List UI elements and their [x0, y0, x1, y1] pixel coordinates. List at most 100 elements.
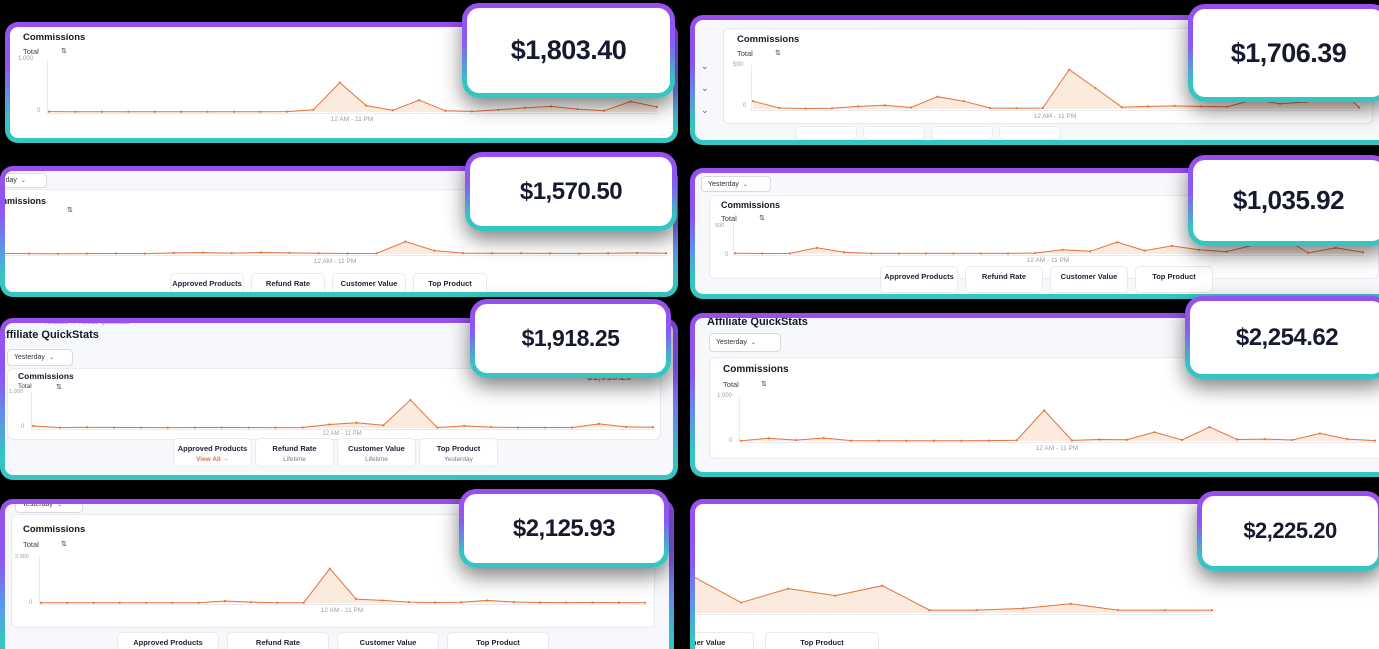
amount-badge-4: $1,035.92 — [1188, 155, 1379, 246]
period-selector[interactable]: Yesterday ⌄ — [15, 504, 83, 513]
caret-down-icon: ⌄ — [48, 355, 54, 361]
x-axis-label: 12 AM - 11 PM — [1026, 257, 1070, 264]
stat-box-top-product[interactable]: Top Product — [413, 273, 487, 292]
y-axis-max: 500 — [733, 62, 744, 68]
y-axis-max: 1,000 — [18, 56, 34, 62]
stat-box-refund-rate[interactable]: Refund Rate — [251, 273, 325, 292]
amount-badge-3: $1,570.50 — [465, 152, 677, 231]
stat-box-customer-value[interactable]: Customer Value — [1050, 266, 1128, 293]
y-axis-min: 0 — [729, 438, 733, 444]
sort-updown-icon[interactable]: ⇅ — [61, 541, 67, 548]
sort-updown-icon[interactable]: ⇅ — [759, 215, 765, 222]
breadcrumb-item[interactable]: Affiliate QuickStats — [79, 323, 130, 326]
stat-box-refund-rate[interactable]: Refund Rate Lifetime — [255, 438, 334, 467]
amount-badge-8: $2,225.20 — [1197, 491, 1379, 571]
stat-box-refund-rate[interactable] — [863, 126, 925, 140]
stat-box-top-product[interactable]: Top Product Yesterday — [419, 438, 498, 467]
collapse-chevron-icon[interactable]: ⌄ — [701, 83, 709, 93]
metric-selector[interactable]: Total — [721, 214, 737, 223]
amount-badge-2: $1,706.39 — [1188, 4, 1379, 102]
y-axis-max: 2,000 — [15, 554, 29, 560]
commissions-chart — [5, 211, 667, 256]
amount-badge-5: $1,918.25 — [470, 299, 671, 378]
metric-selector[interactable]: Total — [23, 540, 39, 549]
period-selector[interactable]: Yesterday ⌄ — [701, 176, 771, 192]
y-axis-max: 500 — [715, 223, 725, 229]
stat-box-customer-value[interactable]: Customer Value — [695, 632, 754, 649]
badge-value: $2,225.20 — [1243, 518, 1337, 543]
y-axis-min: 0 — [37, 108, 41, 114]
collapse-chevron-icon[interactable]: ⌄ — [701, 105, 709, 115]
amount-badge-6: $2,254.62 — [1185, 296, 1379, 379]
commissions-chart — [739, 396, 1376, 443]
badge-value: $1,803.40 — [510, 35, 627, 65]
metric-selector[interactable]: Total — [23, 47, 39, 56]
page-title: Affiliate QuickStats — [5, 329, 99, 341]
commissions-chart — [47, 60, 658, 114]
dashboard-screenshot-8: Customer Value Top Product — [690, 499, 1379, 649]
y-axis-min: 0 — [21, 424, 25, 430]
badge-value: $1,035.92 — [1232, 185, 1345, 215]
chart-title: Commissions — [737, 34, 800, 45]
breadcrumb: Affiliates › Affiliate QuickStats — [45, 323, 130, 326]
chart-title: Commissions — [723, 364, 789, 375]
sort-updown-icon[interactable]: ⇅ — [761, 381, 767, 388]
x-axis-label: 12 AM - 11 PM — [330, 116, 374, 123]
stat-box-customer-value[interactable]: Customer Value Lifetime — [337, 438, 416, 467]
chart-title: Commissions — [23, 32, 86, 43]
x-axis-label: 12 AM - 11 PM — [320, 607, 364, 614]
y-axis-max: 1,000 — [9, 389, 23, 395]
view-all-link[interactable]: View All → — [196, 456, 229, 463]
chart-title: Commissions — [721, 200, 781, 210]
stat-box-top-product[interactable]: Top Product — [1135, 266, 1213, 293]
caret-down-icon: ⌄ — [56, 504, 62, 508]
sort-updown-icon[interactable]: ⇅ — [775, 50, 781, 57]
breadcrumb-item[interactable]: Affiliates — [45, 323, 68, 326]
collapse-chevron-icon[interactable]: ⌄ — [701, 61, 709, 71]
metric-selector[interactable]: Total — [18, 383, 32, 390]
badge-value: $1,570.50 — [519, 177, 623, 205]
x-axis-label: 12 AM - 11 PM — [322, 431, 362, 437]
badge-value: $2,254.62 — [1235, 323, 1339, 351]
x-axis-label: 12 AM - 11 PM — [313, 258, 357, 265]
stat-box-approved-products[interactable] — [795, 126, 857, 140]
stat-box-customer-value[interactable] — [931, 126, 993, 140]
stat-box-customer-value[interactable]: Customer Value — [332, 273, 406, 292]
stat-box-refund-rate[interactable]: Refund Rate — [965, 266, 1043, 293]
stat-box-top-product[interactable]: Top Product — [447, 632, 549, 649]
y-axis-min: 0 — [743, 103, 747, 109]
sort-updown-icon[interactable]: ⇅ — [67, 207, 73, 214]
stat-box-customer-value[interactable]: Customer Value — [337, 632, 439, 649]
caret-down-icon: ⌄ — [750, 340, 756, 346]
stat-box-approved-products[interactable]: Approved Products — [117, 632, 219, 649]
period-selector[interactable]: Yesterday ⌄ — [7, 349, 73, 366]
x-axis-label: 12 AM - 11 PM — [1035, 445, 1079, 452]
metric-selector[interactable]: Total — [723, 380, 739, 389]
amount-badge-1: $1,803.40 — [462, 3, 675, 98]
stat-box-top-product[interactable] — [999, 126, 1061, 140]
chart-title: Commissions — [23, 524, 86, 535]
dashboard-screenshot-6: Affiliate QuickStats Yesterday ⌄ Commiss… — [690, 313, 1379, 477]
sort-updown-icon[interactable]: ⇅ — [56, 384, 62, 391]
stat-box-approved-products[interactable]: Approved Products — [170, 273, 244, 292]
metric-selector[interactable]: Total — [737, 49, 753, 58]
amount-badge-7: $2,125.93 — [459, 489, 669, 568]
caret-down-icon: ⌄ — [20, 178, 26, 184]
y-axis-min: 0 — [29, 600, 33, 606]
stat-box-approved-products[interactable]: Approved Products View All → — [173, 438, 252, 467]
badge-value: $2,125.93 — [512, 514, 616, 542]
commissions-chart — [31, 392, 654, 430]
stat-box-approved-products[interactable]: Approved Products — [880, 266, 958, 293]
badge-value: $1,706.39 — [1230, 37, 1347, 68]
commissions-chart — [39, 557, 646, 605]
x-axis-label: 12 AM - 11 PM — [1033, 113, 1077, 120]
breadcrumb-separator: › — [72, 323, 75, 326]
chart-title: Commissions — [5, 196, 47, 206]
commissions-chart — [695, 552, 1213, 615]
badge-value: $1,918.25 — [521, 325, 620, 351]
period-selector[interactable]: Yesterday ⌄ — [5, 173, 47, 188]
sort-updown-icon[interactable]: ⇅ — [61, 48, 67, 55]
period-selector[interactable]: Yesterday ⌄ — [709, 333, 781, 352]
stat-box-top-product[interactable]: Top Product — [765, 632, 879, 649]
stat-box-refund-rate[interactable]: Refund Rate — [227, 632, 329, 649]
